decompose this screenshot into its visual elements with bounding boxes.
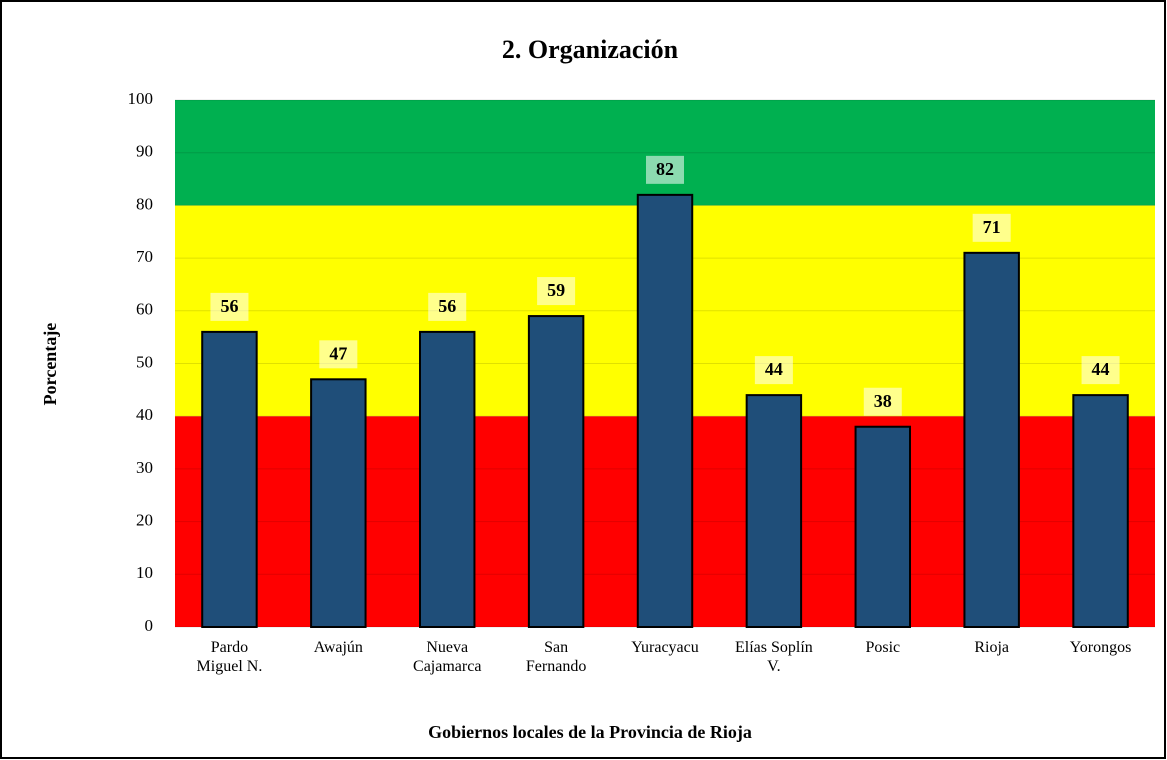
bar xyxy=(527,315,585,628)
y-tick-label: 0 xyxy=(145,616,154,635)
value-label-box xyxy=(1081,356,1120,385)
value-label: 71 xyxy=(983,217,1001,237)
y-tick-label: 40 xyxy=(136,405,153,424)
bar xyxy=(310,378,367,628)
y-tick-label: 20 xyxy=(136,511,153,530)
y-tick-label: 100 xyxy=(128,89,154,108)
x-tick-label: Pardo Miguel N. xyxy=(197,639,263,675)
value-label-box xyxy=(754,356,793,385)
value-label-box xyxy=(863,387,902,416)
chart-title: 2. Organización xyxy=(502,35,679,64)
x-tick-label: Rioja xyxy=(974,639,1009,656)
bar xyxy=(745,394,803,628)
value-label-box xyxy=(646,155,684,184)
bar xyxy=(1072,394,1129,628)
y-tick-label: 60 xyxy=(136,300,153,319)
value-label: 56 xyxy=(220,296,238,316)
value-label-box xyxy=(319,340,358,369)
x-tick-label: Elías Soplín V. xyxy=(735,639,813,675)
value-label-box xyxy=(210,292,249,321)
x-tick-label: Yuracyacu xyxy=(631,639,699,656)
value-label: 44 xyxy=(1092,359,1110,379)
value-label-box xyxy=(972,213,1011,242)
y-tick-label: 70 xyxy=(136,247,153,266)
x-tick-label: Awajún xyxy=(314,639,363,656)
value-label: 47 xyxy=(329,343,347,363)
x-tick-label: Nueva Cajamarca xyxy=(413,639,481,675)
value-label: 56 xyxy=(438,296,456,316)
x-axis-title: Gobiernos locales de la Provincia de Rio… xyxy=(428,722,752,742)
bar xyxy=(854,425,911,628)
x-tick-label: San Fernando xyxy=(526,639,586,675)
value-label-box xyxy=(428,292,467,321)
y-tick-label: 10 xyxy=(136,563,153,582)
value-label-box xyxy=(537,277,576,306)
x-tick-label: Posic xyxy=(865,639,900,656)
bar xyxy=(419,330,476,628)
y-tick-label: 30 xyxy=(136,458,153,477)
bar xyxy=(201,330,258,628)
value-label: 38 xyxy=(874,391,892,411)
bar xyxy=(963,251,1020,629)
y-tick-label: 90 xyxy=(136,142,153,161)
value-label: 59 xyxy=(547,280,565,300)
band xyxy=(175,100,1155,206)
value-label: 82 xyxy=(656,159,674,179)
x-tick-label: Yorongos xyxy=(1070,639,1132,656)
y-axis-title: Porcentaje xyxy=(40,323,60,406)
y-tick-label: 50 xyxy=(136,352,153,371)
value-label: 44 xyxy=(765,359,783,379)
y-tick-label: 80 xyxy=(136,194,153,213)
bar xyxy=(636,193,694,629)
